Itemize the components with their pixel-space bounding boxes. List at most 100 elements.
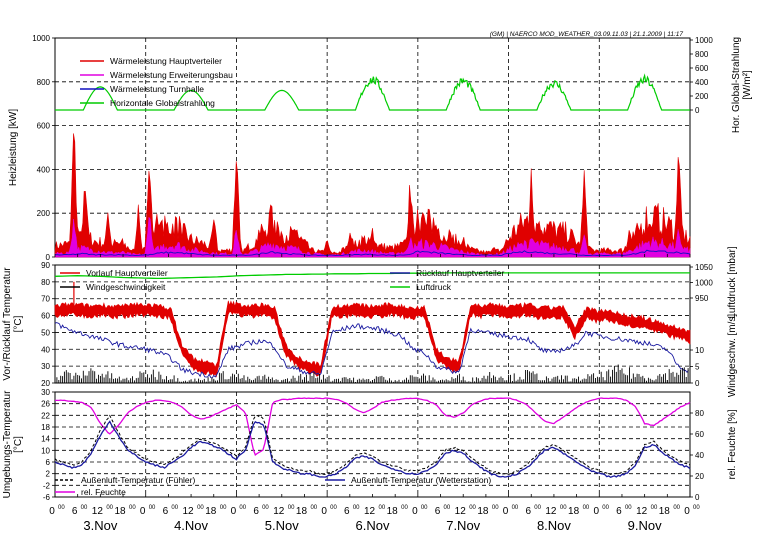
- x-tick-superscript: 00: [534, 505, 541, 511]
- y-tick-label: 40: [41, 345, 50, 354]
- y2-tick-label: 800: [695, 50, 709, 59]
- x-tick-label: 6: [163, 506, 169, 517]
- x-tick-superscript: 00: [81, 505, 88, 511]
- x-tick-label: 12: [636, 506, 648, 517]
- x-tick-superscript: 00: [310, 505, 317, 511]
- x-tick-label: 12: [273, 506, 285, 517]
- x-tick-label: 12: [545, 506, 557, 517]
- legend-label: Wärmeleistung Hauptverteiler: [110, 56, 222, 66]
- y2-tick-label: 400: [695, 78, 709, 87]
- x-tick-superscript: 00: [651, 505, 658, 511]
- x-tick-superscript: 00: [197, 505, 204, 511]
- y2-tick-label: 40: [695, 451, 704, 460]
- x-tick-superscript: 00: [444, 505, 451, 511]
- x-tick-superscript: 00: [401, 505, 408, 511]
- legend-label: Rücklauf Hauptverteiler: [416, 268, 505, 278]
- y2-axis-label-pressure: Luftdruck [mbar]: [727, 246, 738, 318]
- x-tick-superscript: 00: [239, 505, 246, 511]
- x-day-label: 9.Nov: [628, 518, 662, 533]
- x-day-label: 5.Nov: [265, 518, 299, 533]
- x-tick-label: 12: [455, 506, 467, 517]
- y-tick-label: -6: [43, 493, 51, 502]
- y2-axis-label: [W/m²]: [742, 70, 753, 100]
- y2-tick-label: 600: [695, 64, 709, 73]
- series-globalstrahlung: [55, 73, 690, 111]
- y-axis-label: Umgebungs-Temperatur: [2, 390, 13, 498]
- series-aussenluft-wetterstation: [54, 420, 691, 479]
- x-tick-label: 6: [435, 506, 441, 517]
- x-tick-label: 18: [387, 506, 399, 517]
- x-tick-superscript: 00: [379, 505, 386, 511]
- series-wind: [54, 364, 691, 383]
- x-tick-label: 6: [344, 506, 350, 517]
- chart-header: (GM) | NAERCO MOD_WEATHER_03.09.11.03 | …: [490, 31, 684, 38]
- x-tick-superscript: 00: [149, 505, 156, 511]
- x-tick-superscript: 00: [106, 505, 113, 511]
- x-tick-superscript: 00: [512, 505, 519, 511]
- x-tick-superscript: 00: [492, 505, 499, 511]
- y2-tick-label: 1050: [695, 263, 713, 272]
- series-erweiterungsbau: [54, 216, 691, 258]
- y2-tick-label: 20: [695, 472, 704, 481]
- x-day-label: 8.Nov: [537, 518, 571, 533]
- legend-label: Wärmeleistung Erweiterungsbau: [110, 70, 233, 80]
- x-tick-superscript: 00: [693, 505, 700, 511]
- y2-tick-label: 10: [695, 346, 704, 355]
- x-tick-label: 6: [253, 506, 259, 517]
- x-tick-superscript: 00: [625, 505, 632, 511]
- y-tick-label: 50: [41, 328, 50, 337]
- x-tick-superscript: 00: [288, 505, 295, 511]
- x-tick-label: 0: [684, 506, 690, 517]
- series-aussenluft-fuehler: [54, 414, 691, 476]
- y-tick-label: 60: [41, 312, 50, 321]
- legend-label: rel. Feuchte: [81, 487, 126, 497]
- y-tick-label: 200: [37, 209, 51, 218]
- y-tick-label: 2: [46, 470, 51, 479]
- y-axis-label: Vor-/Rücklauf Temperatur: [2, 267, 13, 381]
- y-tick-label: 90: [41, 261, 50, 270]
- y-tick-label: 0: [46, 253, 51, 262]
- x-tick-label: 12: [183, 506, 195, 517]
- y-tick-label: 400: [37, 165, 51, 174]
- y2-tick-label: 80: [695, 409, 704, 418]
- series-rel-feuchte: [55, 397, 691, 456]
- y-axis-label: Heizleistung [kW]: [8, 109, 19, 186]
- y2-tick-label: 1000: [695, 279, 713, 288]
- y-tick-label: 6: [46, 458, 51, 467]
- x-day-label: 7.Nov: [446, 518, 480, 533]
- y-tick-label: -2: [43, 481, 51, 490]
- legend-label: Vorlauf Hauptverteiler: [86, 268, 168, 278]
- x-tick-superscript: 00: [353, 505, 360, 511]
- y-tick-label: 10: [41, 446, 50, 455]
- x-tick-label: 6: [616, 506, 622, 517]
- y-tick-label: 18: [41, 423, 50, 432]
- x-day-label: 3.Nov: [83, 518, 117, 533]
- y-tick-label: 26: [41, 400, 50, 409]
- x-tick-superscript: 00: [602, 505, 609, 511]
- y2-tick-label: 5: [695, 363, 700, 372]
- x-tick-label: 0: [321, 506, 327, 517]
- x-tick-label: 6: [72, 506, 78, 517]
- x-tick-label: 12: [364, 506, 376, 517]
- series-luftdruck: [54, 272, 690, 280]
- series-hauptverteiler: [54, 133, 691, 258]
- x-tick-superscript: 00: [262, 505, 269, 511]
- y-tick-label: 80: [41, 278, 50, 287]
- y2-axis-label-wind: Windgeschw. [m/s]: [727, 314, 738, 398]
- x-tick-label: 0: [594, 506, 600, 517]
- x-tick-superscript: 00: [171, 505, 178, 511]
- x-tick-label: 18: [659, 506, 671, 517]
- y-tick-label: 30: [41, 388, 50, 397]
- series-vorlauf: [54, 300, 691, 378]
- y2-tick-label: 1000: [695, 36, 713, 45]
- x-tick-label: 0: [140, 506, 146, 517]
- y2-tick-label: 0: [695, 106, 700, 115]
- y-axis-label: [°C]: [13, 315, 24, 332]
- panel-heat-output: 0 200 400 600 800 1000 Heizleistung [kW] 0 200 40…: [8, 34, 753, 262]
- legend-label: Luftdruck: [416, 282, 452, 292]
- x-tick-label: 18: [477, 506, 489, 517]
- legend-label: Wärmeleistung Turnhalle: [110, 84, 204, 94]
